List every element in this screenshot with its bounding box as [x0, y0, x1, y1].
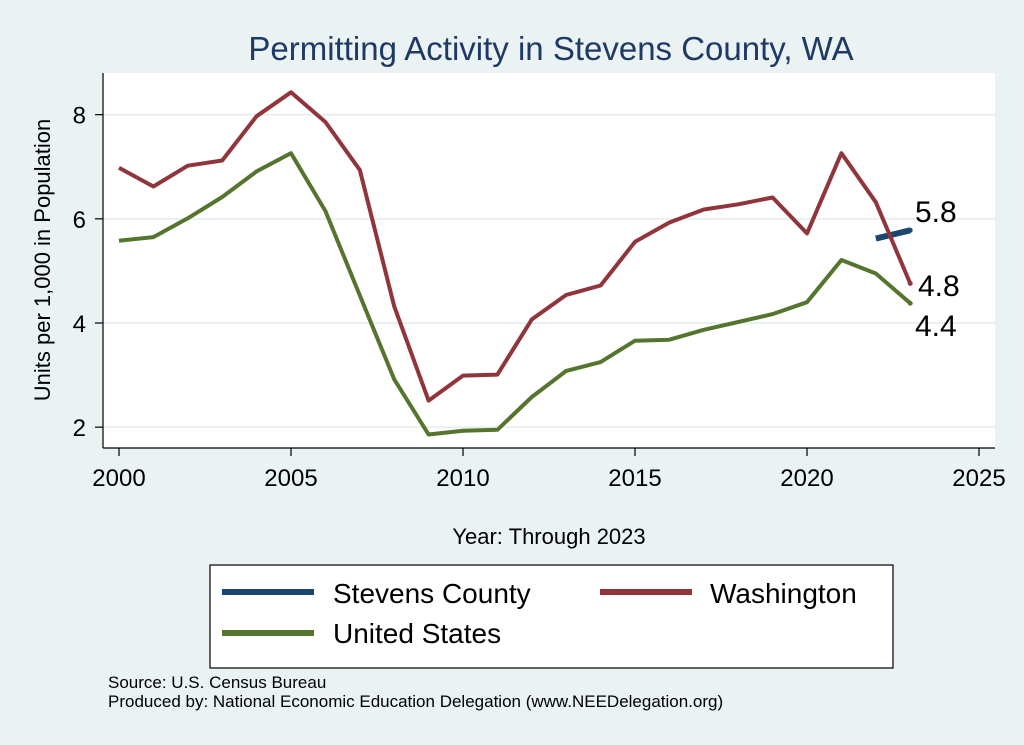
producer-note: Produced by: National Economic Education…	[108, 692, 724, 711]
series-line-2	[118, 151, 912, 437]
legend-box	[209, 564, 894, 669]
axes	[102, 73, 995, 449]
x-tick-label-2005: 2005	[264, 465, 317, 492]
y-tick-label-2: 2	[73, 415, 86, 442]
legend-label-stevens: Stevens County	[333, 578, 531, 609]
x-ticks: 2000 2005 2010 2015 2020 2025	[92, 448, 1006, 492]
legend: Stevens County Washington United States	[209, 564, 894, 669]
x-tick-label-2015: 2015	[608, 465, 661, 492]
y-tick-label-8: 8	[73, 103, 86, 130]
plot-area	[103, 73, 995, 448]
series-end-marker-2	[907, 300, 913, 306]
end-labels: 5.8 4.8 4.4	[915, 196, 960, 343]
y-tick-label-4: 4	[73, 311, 86, 338]
x-axis-title: Year: Through 2023	[452, 524, 645, 549]
x-tick-label-2010: 2010	[436, 465, 489, 492]
legend-label-us: United States	[333, 618, 501, 649]
series-end-marker-1	[907, 280, 913, 286]
gridlines	[103, 113, 995, 428]
x-tick-label-2000: 2000	[92, 465, 145, 492]
end-label-0: 5.8	[915, 196, 957, 229]
end-label-2: 4.4	[915, 310, 957, 343]
series-end-marker-0	[907, 227, 913, 233]
legend-label-washington: Washington	[710, 578, 857, 609]
series-line-0	[875, 227, 911, 242]
y-tick-label-6: 6	[73, 207, 86, 234]
x-tick-label-2020: 2020	[780, 465, 833, 492]
x-tick-label-2025: 2025	[952, 465, 1005, 492]
source-note: Source: U.S. Census Bureau	[108, 673, 327, 692]
series-lines	[118, 90, 913, 437]
end-label-1: 4.8	[918, 270, 960, 303]
y-ticks: 2 4 6 8	[73, 103, 103, 442]
chart-title: Permitting Activity in Stevens County, W…	[248, 30, 853, 67]
y-axis-title: Units per 1,000 in Population	[30, 119, 55, 402]
series-line-1	[118, 90, 913, 403]
